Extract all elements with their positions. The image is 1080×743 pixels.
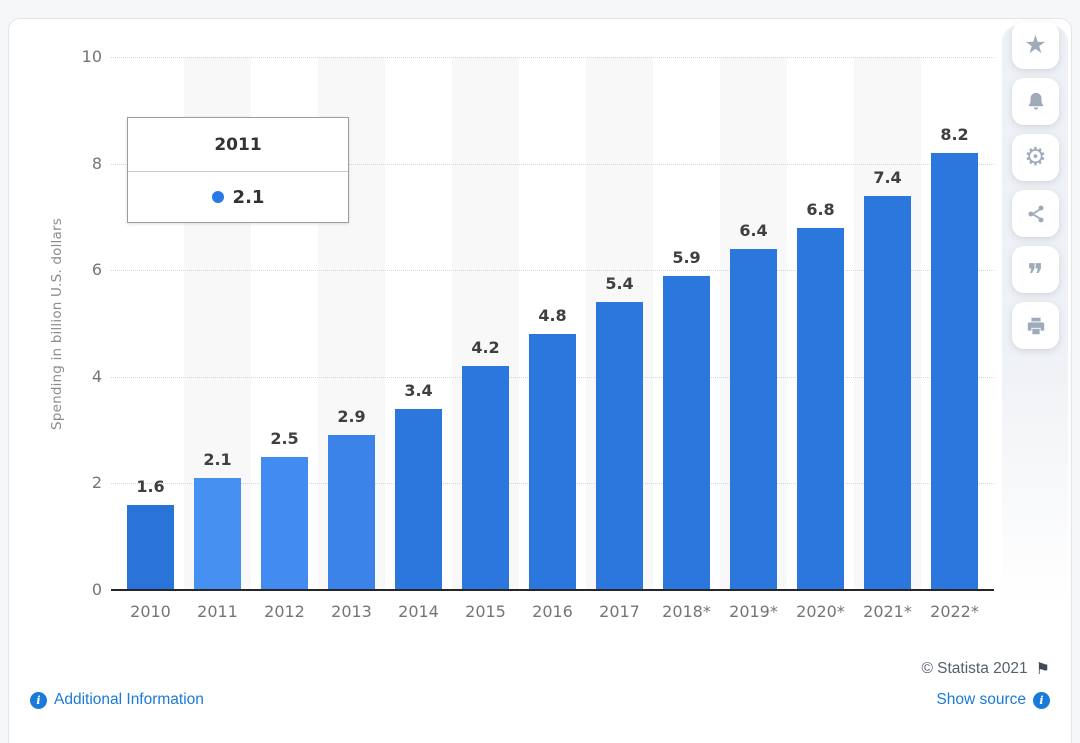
show-source-label: Show source bbox=[936, 691, 1026, 708]
info-icon: i bbox=[1033, 691, 1050, 709]
y-tick-label-0: 0 bbox=[91, 580, 102, 599]
bar-value-label: 6.4 bbox=[739, 220, 768, 240]
x-tick-label-2018*: 2018* bbox=[662, 602, 711, 621]
print-icon bbox=[1025, 315, 1047, 337]
info-icon: i bbox=[30, 691, 47, 709]
bar-value-label: 4.8 bbox=[538, 306, 567, 326]
star-icon: ★ bbox=[1024, 31, 1047, 59]
x-tick-label-2022*: 2022* bbox=[930, 602, 979, 621]
y-tick-label-6: 6 bbox=[91, 260, 102, 280]
share-button[interactable] bbox=[1012, 190, 1059, 237]
bar-2012[interactable] bbox=[261, 456, 308, 590]
y-tick-label-4: 4 bbox=[91, 366, 102, 386]
bar-value-label: 5.9 bbox=[672, 247, 701, 267]
flag-icon[interactable]: ⚑ bbox=[1035, 661, 1050, 678]
x-tick-label-2012: 2012 bbox=[264, 602, 305, 621]
x-tick-label-2021*: 2021* bbox=[863, 602, 912, 621]
bar-value-label: 2.9 bbox=[337, 407, 366, 427]
x-tick-label-2014: 2014 bbox=[398, 602, 439, 621]
favorite-button[interactable]: ★ bbox=[1012, 22, 1059, 69]
bar-2010[interactable] bbox=[127, 504, 174, 590]
y-tick-label-2: 2 bbox=[91, 473, 102, 493]
bar-value-label: 1.6 bbox=[136, 476, 165, 496]
gear-icon: ⚙ bbox=[1024, 143, 1047, 171]
bar-2015[interactable] bbox=[462, 366, 509, 590]
bar-2019*[interactable] bbox=[730, 248, 777, 590]
bar-2022*[interactable] bbox=[931, 152, 978, 590]
bar-value-label: 5.4 bbox=[605, 274, 634, 294]
x-tick-label-2011: 2011 bbox=[197, 602, 238, 621]
bar-2013[interactable] bbox=[328, 435, 375, 590]
x-tick-label-2013: 2013 bbox=[331, 602, 372, 621]
settings-button[interactable]: ⚙ bbox=[1012, 134, 1059, 181]
y-axis-title: Spending in billion U.S. dollars bbox=[49, 218, 65, 430]
bar-value-label: 3.4 bbox=[404, 380, 433, 400]
tooltip-value: 2.1 bbox=[232, 186, 265, 208]
bar-value-label: 4.2 bbox=[471, 338, 500, 358]
x-tick-label-2016: 2016 bbox=[532, 602, 573, 621]
x-tick-label-2015: 2015 bbox=[465, 602, 506, 621]
bar-2021*[interactable] bbox=[864, 195, 911, 590]
bar-2011[interactable] bbox=[194, 478, 241, 590]
copyright-text: © Statista 2021 bbox=[921, 660, 1028, 677]
gridline-10 bbox=[111, 57, 994, 58]
bar-value-label: 2.1 bbox=[203, 450, 232, 470]
bar-2018*[interactable] bbox=[663, 275, 710, 590]
y-tick-label-10: 10 bbox=[81, 47, 102, 66]
gridline-8 bbox=[111, 163, 994, 165]
additional-information-link[interactable]: i Additional Information bbox=[30, 691, 204, 709]
show-source-link[interactable]: Show source i bbox=[936, 691, 1050, 709]
x-axis-line bbox=[111, 589, 994, 591]
x-tick-label-2020*: 2020* bbox=[796, 602, 845, 621]
series-marker-dot bbox=[211, 191, 224, 203]
chart-tooltip: 2011 2.1 bbox=[127, 117, 349, 223]
print-button[interactable] bbox=[1012, 302, 1059, 349]
bar-2020*[interactable] bbox=[797, 227, 844, 590]
bar-value-label: 6.8 bbox=[806, 199, 835, 219]
x-tick-label-2017: 2017 bbox=[599, 602, 640, 621]
copyright-note: © Statista 2021 ⚑ bbox=[921, 659, 1050, 679]
x-tick-label-2019*: 2019* bbox=[729, 602, 778, 621]
cite-button[interactable]: ❞ bbox=[1012, 246, 1059, 293]
quote-icon: ❞ bbox=[1027, 258, 1044, 292]
share-icon bbox=[1025, 203, 1047, 225]
bar-value-label: 8.2 bbox=[940, 124, 969, 144]
bar-2016[interactable] bbox=[529, 334, 576, 590]
bell-icon bbox=[1025, 91, 1047, 113]
gridline-6 bbox=[111, 270, 994, 272]
tooltip-year: 2011 bbox=[128, 118, 348, 172]
bar-2014[interactable] bbox=[395, 408, 442, 590]
bar-value-label: 2.5 bbox=[270, 428, 299, 448]
alerts-button[interactable] bbox=[1012, 78, 1059, 125]
bar-2017[interactable] bbox=[596, 302, 643, 590]
bar-value-label: 7.4 bbox=[873, 167, 902, 187]
x-tick-label-2010: 2010 bbox=[130, 602, 171, 621]
additional-information-label: Additional Information bbox=[54, 691, 204, 708]
y-tick-label-8: 8 bbox=[91, 153, 102, 173]
